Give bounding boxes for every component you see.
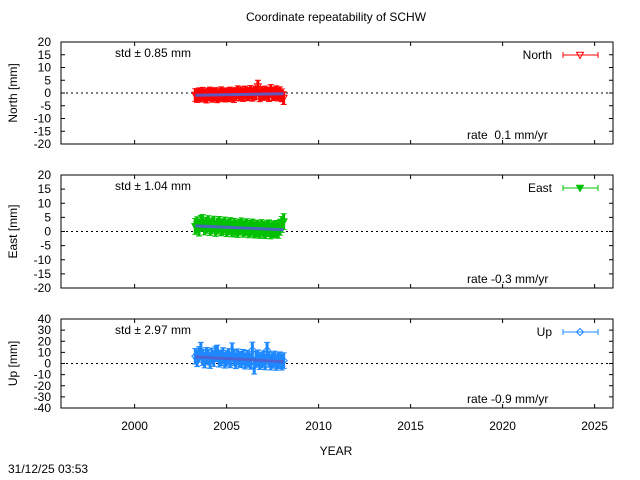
y-tick-label: 5 xyxy=(44,73,51,87)
y-tick-label: 20 xyxy=(38,334,52,348)
y-tick-label: -20 xyxy=(34,137,52,151)
x-tick-label: 2015 xyxy=(397,419,424,433)
x-tick-label: 2010 xyxy=(305,419,332,433)
x-tick-label: 2020 xyxy=(489,419,516,433)
timestamp: 31/12/25 03:53 xyxy=(8,462,88,476)
y-tick-label: 20 xyxy=(38,168,52,182)
std-label: std ± 0.85 mm xyxy=(115,46,191,60)
y-axis-label: Up [mm] xyxy=(6,341,20,386)
y-tick-label: 30 xyxy=(38,323,52,337)
y-tick-label: 10 xyxy=(38,61,52,75)
y-tick-label: 0 xyxy=(44,86,51,100)
data-marker xyxy=(279,218,288,227)
data-marker xyxy=(248,345,257,355)
legend: Up xyxy=(537,325,599,339)
data-point xyxy=(248,341,257,359)
y-tick-label: 10 xyxy=(38,345,52,359)
y-tick-label: 20 xyxy=(38,35,52,49)
y-tick-label: -20 xyxy=(34,281,52,295)
trend-line xyxy=(195,355,284,364)
y-tick-label: -5 xyxy=(40,99,51,113)
data-marker xyxy=(227,346,237,355)
y-tick-label: -10 xyxy=(34,368,52,382)
y-tick-label: 40 xyxy=(38,312,52,326)
y-tick-label: 10 xyxy=(38,196,52,210)
trend-line xyxy=(195,224,284,232)
y-tick-label: 15 xyxy=(38,182,52,196)
y-axis-label: East [mm] xyxy=(6,204,20,258)
y-tick-label: -10 xyxy=(34,112,52,126)
std-label: std ± 1.04 mm xyxy=(115,179,191,193)
data-marker xyxy=(196,345,206,355)
y-tick-label: 15 xyxy=(38,48,52,62)
y-tick-label: 0 xyxy=(44,357,51,371)
legend-marker xyxy=(575,51,585,60)
data-point xyxy=(279,213,288,231)
legend-label: East xyxy=(528,181,553,195)
y-tick-label: 0 xyxy=(44,225,51,239)
x-tick-label: 2005 xyxy=(213,419,240,433)
legend: North xyxy=(523,48,599,62)
legend-marker xyxy=(575,184,585,193)
rate-label: rate -0.3 mm/yr xyxy=(467,272,548,286)
rate-label: rate 0.1 mm/yr xyxy=(467,128,548,142)
x-tick-label: 2025 xyxy=(581,419,608,433)
y-tick-label: -10 xyxy=(34,253,52,267)
y-tick-label: -5 xyxy=(40,239,51,253)
y-axis-label: North [mm] xyxy=(6,63,20,122)
chart-title: Coordinate repeatability of SCHW xyxy=(246,10,427,24)
legend-label: Up xyxy=(537,325,553,339)
y-tick-label: -20 xyxy=(34,379,52,393)
std-label: std ± 2.97 mm xyxy=(115,323,191,337)
legend: East xyxy=(528,181,599,195)
y-tick-label: -15 xyxy=(34,124,52,138)
data-marker xyxy=(262,345,272,355)
trend-line xyxy=(195,92,284,97)
rate-label: rate -0.9 mm/yr xyxy=(467,392,548,406)
legend-label: North xyxy=(523,48,552,62)
data-marker xyxy=(279,356,288,365)
legend-marker xyxy=(575,327,585,337)
y-tick-label: -40 xyxy=(34,401,52,415)
x-tick-label: 2000 xyxy=(121,419,148,433)
x-axis-label: YEAR xyxy=(320,444,353,458)
y-tick-label: 5 xyxy=(44,210,51,224)
y-tick-label: -30 xyxy=(34,390,52,404)
y-tick-label: -15 xyxy=(34,267,52,281)
data-marker xyxy=(279,94,288,103)
